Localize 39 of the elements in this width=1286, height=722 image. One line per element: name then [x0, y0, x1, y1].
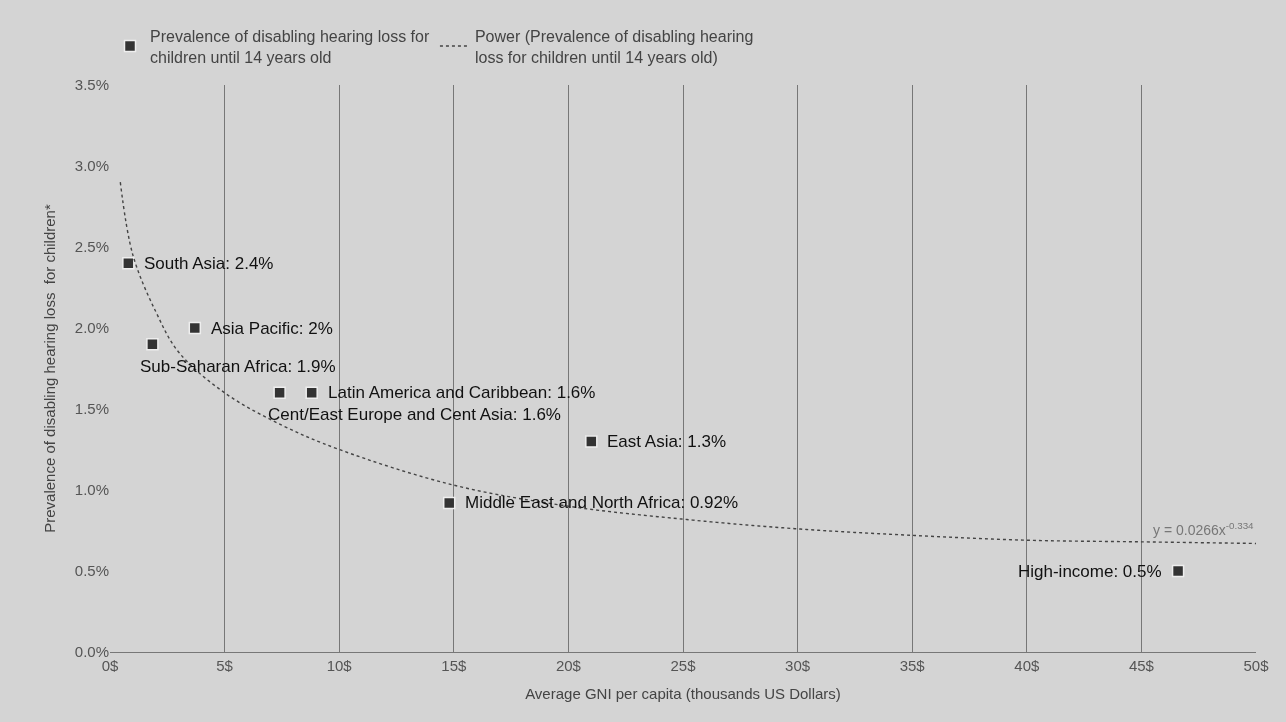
annotation: South Asia: 2.4%: [144, 254, 274, 273]
x-tick-label: 45$: [1128, 657, 1155, 674]
y-tick-label: 1.5%: [74, 400, 109, 418]
y-tick-label: 1.0%: [74, 481, 109, 499]
y-tick-label: 3.0%: [74, 157, 109, 175]
annotation: Asia Pacific: 2%: [211, 319, 333, 338]
annotation: Middle East and North Africa: 0.92%: [465, 493, 739, 512]
x-tick-label: 30$: [785, 657, 811, 674]
point: [585, 435, 598, 448]
annotation: High-income: 0.5%: [1018, 562, 1162, 581]
x-axis-title: Average GNI per capita (thousands US Dollars): [525, 685, 841, 702]
x-tick-label: 15$: [441, 657, 467, 674]
x-tick-label: 5$: [216, 657, 234, 674]
legend-label: Power (Prevalence of disabling hearing loss for children until 14 years old): [474, 27, 754, 66]
x-tick-label: 35$: [899, 657, 926, 674]
x-tick-label: 25$: [670, 657, 697, 674]
annotation: East Asia: 1.3%: [607, 432, 727, 451]
y-tick-label: 0.5%: [74, 562, 109, 580]
point: [1171, 564, 1185, 578]
y-tick-label: 3.5%: [74, 76, 109, 94]
point: [442, 496, 456, 510]
x-tick-label: 50$: [1243, 657, 1270, 674]
annotation: Cent/East Europe and Cent Asia: 1.6%: [268, 405, 561, 424]
y-tick-label: 2.5%: [74, 238, 109, 256]
annotation: y = 0.0266x$^{-0.334}$: [1153, 520, 1255, 538]
line-series: [119, 181, 1256, 545]
x-tick-label: 40$: [1014, 657, 1040, 674]
point: [122, 256, 135, 270]
y-tick-label: 2.0%: [74, 319, 109, 337]
legend-label: Prevalence of disabling hearing loss for children until 14 years old: [150, 27, 430, 66]
point: [146, 337, 159, 351]
annotation: Latin America and Caribbean: 1.6%: [328, 383, 596, 402]
annotation: Sub-Saharan Africa: 1.9%: [140, 357, 336, 376]
x-tick-label: 20$: [555, 657, 582, 674]
point: [188, 321, 202, 335]
y-axis-title: Prevalence of disabling hearing loss for children*: [41, 204, 59, 533]
x-tick-label: 10$: [326, 657, 353, 674]
point: [305, 386, 318, 400]
point: [273, 386, 286, 400]
